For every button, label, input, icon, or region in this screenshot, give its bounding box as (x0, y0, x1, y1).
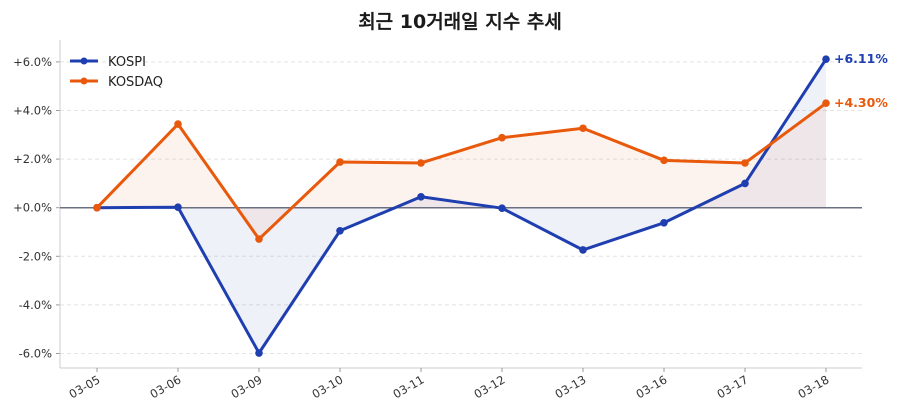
line-kosdaq (95, 102, 827, 241)
x-tick-label: 03-11 (391, 372, 427, 401)
area-kosdaq (97, 103, 826, 240)
point-kosdaq (336, 158, 344, 166)
point-kosdaq (174, 120, 182, 128)
chart-title: 최근 10거래일 지수 추세 (358, 11, 562, 33)
point-kospi (417, 192, 425, 201)
point-kospi (579, 246, 587, 254)
point-kospi (174, 203, 182, 212)
point-kospi (336, 226, 344, 235)
x-tick-label: 03-13 (553, 372, 589, 401)
point-kosdaq (822, 99, 830, 108)
point-kosdaq (255, 235, 263, 243)
y-tick-label: -6.0% (19, 347, 52, 361)
x-tick-label: 03-09 (229, 372, 265, 401)
y-tick-label: +2.0% (13, 152, 52, 166)
legend-label-kosdaq: KOSDAQ (108, 75, 163, 90)
point-kospi (255, 349, 263, 357)
x-tick-label: 03-05 (67, 372, 103, 401)
x-tick-label: 03-17 (715, 372, 751, 401)
line-kospi (96, 58, 828, 355)
legend: KOSPI KOSDAQ (70, 55, 163, 90)
end-label-kosdaq: +4.30% (834, 95, 888, 110)
point-kospi (741, 179, 749, 188)
point-kosdaq (579, 124, 587, 133)
y-tick-label: +0.0% (13, 201, 52, 215)
point-kosdaq (93, 203, 101, 212)
end-label-kospi: +6.11% (834, 51, 888, 66)
area-kospi (97, 59, 826, 354)
y-tick-label: -2.0% (19, 249, 52, 263)
x-tick-label: 03-12 (472, 372, 508, 401)
x-tick-label: 03-16 (634, 372, 670, 401)
x-tick-label: 03-06 (148, 372, 184, 401)
x-tick-label: 03-18 (796, 372, 832, 401)
legend-marker-kospi (80, 57, 88, 65)
point-kosdaq (660, 156, 668, 165)
y-tick-label: +4.0% (13, 104, 52, 118)
point-kospi (660, 218, 668, 227)
legend-marker-kosdaq (80, 77, 88, 85)
x-tick-label: 03-10 (310, 372, 346, 401)
y-tick-label: +6.0% (13, 55, 52, 69)
legend-label-kospi: KOSPI (108, 55, 146, 70)
point-kospi (498, 204, 506, 212)
point-kosdaq (417, 159, 425, 167)
point-kospi (822, 55, 830, 64)
point-kosdaq (498, 133, 506, 142)
y-tick-label: -4.0% (19, 298, 52, 312)
point-kosdaq (741, 159, 749, 167)
